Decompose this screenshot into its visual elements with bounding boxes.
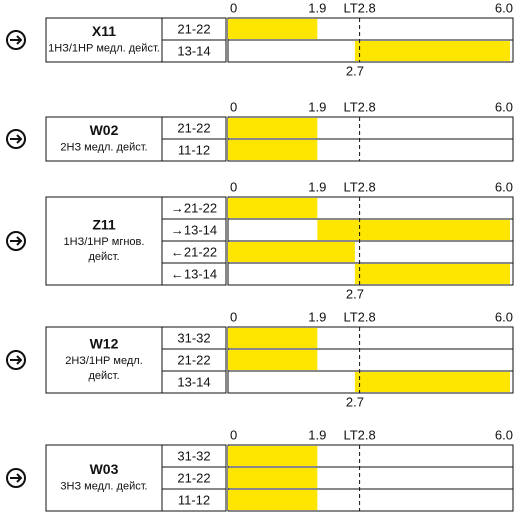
- description: 1НЗ/1НР мгнов.: [64, 236, 145, 248]
- row-label-box: [161, 488, 227, 512]
- row-label: 21-22: [177, 352, 210, 367]
- icon-circle: [6, 468, 26, 488]
- icon-arrow: [10, 134, 23, 144]
- segment: [228, 242, 355, 262]
- tick-label: 1.9: [308, 179, 326, 194]
- icon-circle: [6, 30, 26, 50]
- name-box: [45, 116, 163, 162]
- tick-label: 6.0: [495, 0, 513, 15]
- tick-label: 6.0: [495, 179, 513, 194]
- segment: [354, 372, 510, 392]
- description: дейст.: [88, 251, 119, 263]
- row-label-box: [161, 262, 227, 286]
- row-label: →21-22: [171, 200, 217, 215]
- code: X11: [92, 23, 116, 39]
- row-label: 21-22: [177, 470, 210, 485]
- segment: [228, 350, 318, 370]
- row-label-box: [161, 39, 227, 63]
- marker-label: 2.7: [346, 63, 364, 78]
- segment: [354, 264, 510, 284]
- name-box: [45, 326, 163, 394]
- row-label: 21-22: [177, 120, 210, 135]
- segment: [317, 220, 510, 240]
- tick-label: 0: [230, 99, 237, 114]
- tick-label: LT2.8: [343, 309, 375, 324]
- row-label-box: [161, 138, 227, 162]
- description: 1НЗ/1НР медл. дейст.: [48, 42, 160, 54]
- tick-label: 0: [230, 0, 237, 15]
- tick-label: 1.9: [308, 99, 326, 114]
- row-label: 21-22: [177, 21, 210, 36]
- tick-label: LT2.8: [343, 99, 375, 114]
- tick-label: 0: [230, 427, 237, 442]
- tick-label: 6.0: [495, 99, 513, 114]
- icon-arrow: [10, 355, 23, 365]
- segment: [228, 19, 318, 39]
- row-label: 11-12: [178, 492, 210, 507]
- icon-arrow: [10, 473, 23, 483]
- tick-label: LT2.8: [343, 0, 375, 15]
- icon-arrow: [10, 35, 23, 45]
- segment: [228, 118, 318, 138]
- name-box: [45, 444, 163, 512]
- tick-label: LT2.8: [343, 179, 375, 194]
- segment: [228, 328, 318, 348]
- icon-circle: [6, 129, 26, 149]
- code: W12: [90, 336, 119, 352]
- marker-label: 2.7: [346, 394, 364, 409]
- row-label: 11-12: [178, 142, 210, 157]
- marker-label: 2.7: [346, 286, 364, 301]
- tick-label: 0: [230, 309, 237, 324]
- icon-circle: [6, 231, 26, 251]
- segment: [228, 446, 318, 466]
- segment: [228, 468, 318, 488]
- description: 2НЗ медл. дейст.: [60, 141, 147, 153]
- code: W02: [90, 122, 119, 138]
- row-label: 31-32: [177, 330, 210, 345]
- tick-label: 1.9: [308, 309, 326, 324]
- tick-label: 6.0: [495, 309, 513, 324]
- tick-label: 1.9: [308, 427, 326, 442]
- tick-label: 0: [230, 179, 237, 194]
- row-label: 13-14: [177, 374, 210, 389]
- row-label-box: [161, 370, 227, 394]
- segment: [228, 198, 318, 218]
- icon-circle: [6, 350, 26, 370]
- icon-arrow: [10, 236, 23, 246]
- description: 3НЗ медл. дейст.: [60, 480, 147, 492]
- segment: [228, 490, 318, 510]
- name-box: [45, 17, 163, 63]
- row-label: 13-14: [177, 43, 210, 58]
- code: W03: [90, 461, 119, 477]
- tick-label: 6.0: [495, 427, 513, 442]
- tick-label: 1.9: [308, 0, 326, 15]
- tick-label: LT2.8: [343, 427, 375, 442]
- row-label: →13-14: [171, 222, 217, 237]
- code: Z11: [92, 217, 116, 233]
- description: 2НЗ/1НР медл.: [65, 355, 143, 367]
- segment: [228, 140, 318, 160]
- segment: [354, 41, 510, 61]
- row-label: ←21-22: [171, 244, 217, 259]
- row-label: ←13-14: [171, 266, 217, 281]
- row-label: 31-32: [177, 448, 210, 463]
- name-box: [45, 196, 163, 286]
- description: дейст.: [88, 370, 119, 382]
